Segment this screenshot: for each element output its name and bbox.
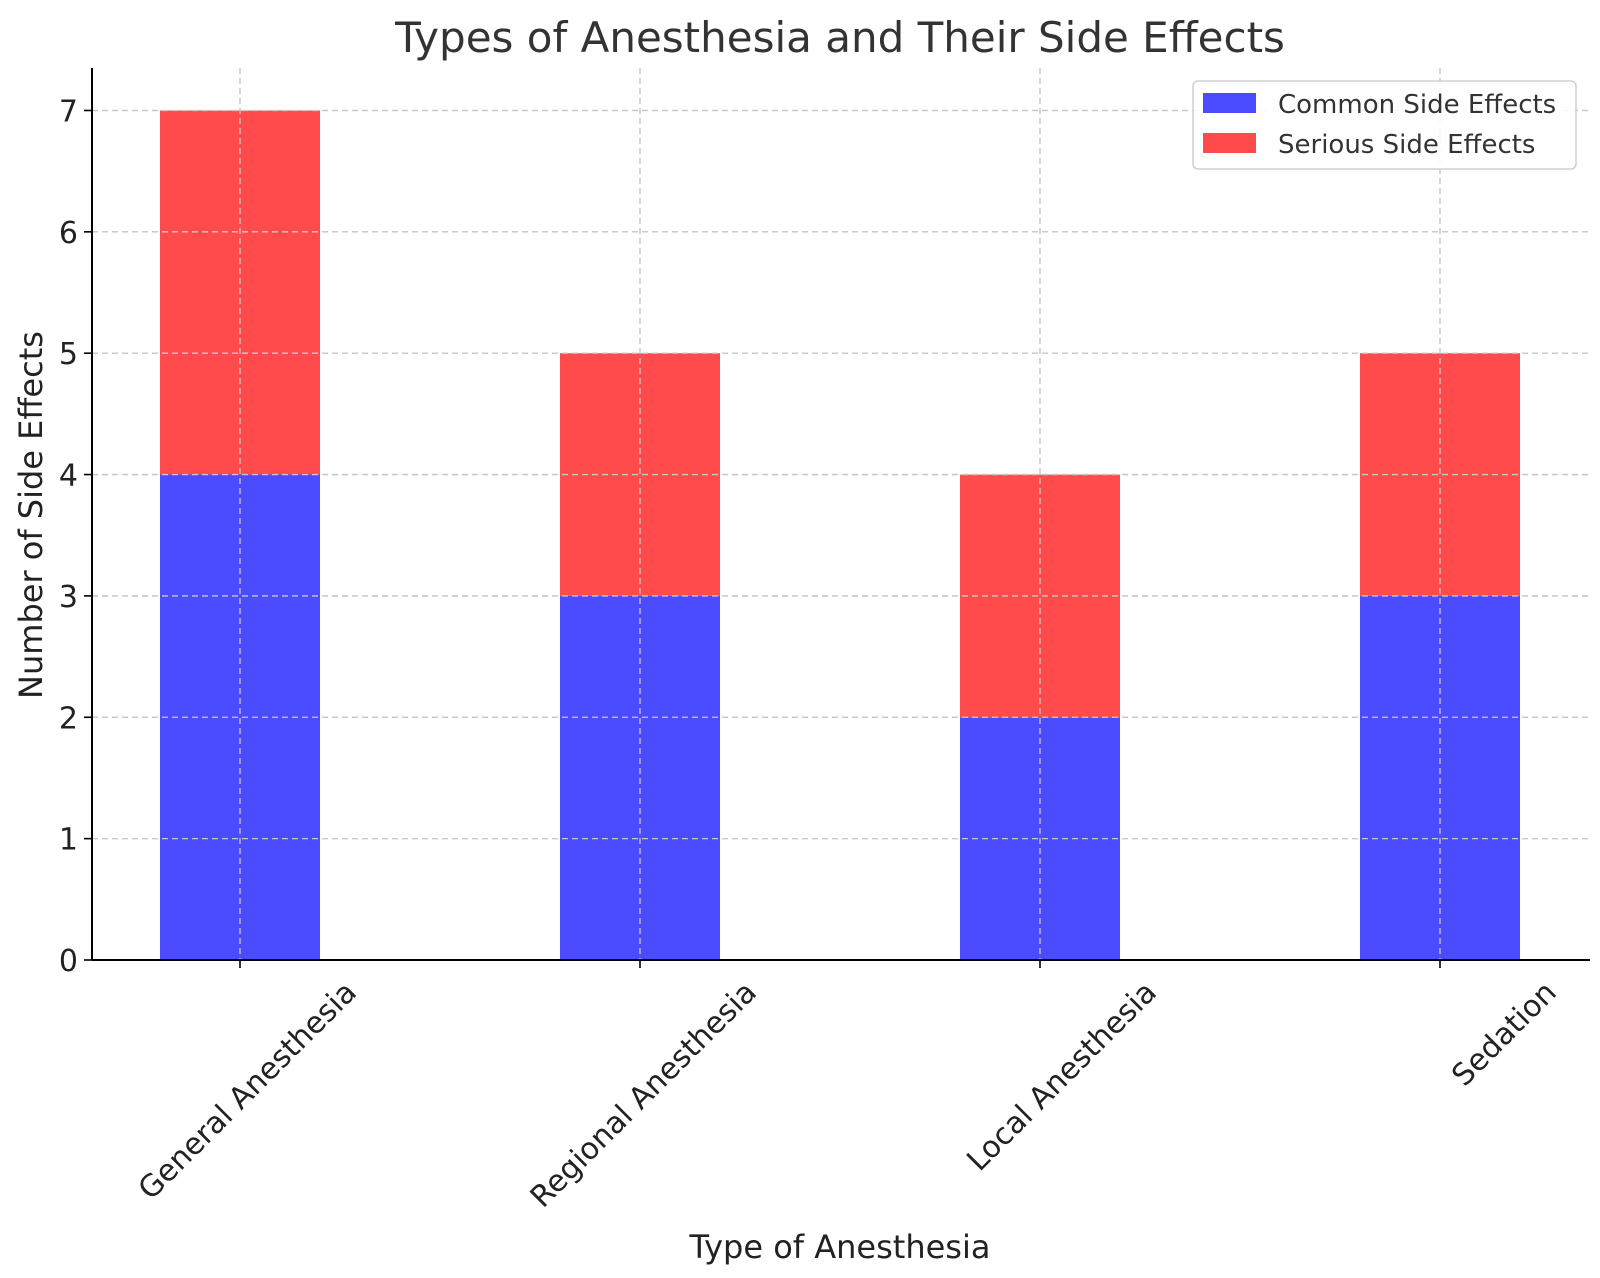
legend-frame [1192, 80, 1577, 170]
y-tick-label-2: 2 [59, 701, 78, 736]
x-tick-label-sedation: Sedation [1445, 975, 1563, 1093]
bars-layer [92, 68, 1590, 960]
x-tick-label-local-anesthesia: Local Anesthesia [960, 975, 1163, 1178]
y-tick-label-0: 0 [59, 944, 78, 979]
x-axis-title: Type of Anesthesia [689, 1228, 991, 1266]
x-tick-label-regional-anesthesia: Regional Anesthesia [524, 975, 764, 1215]
chart-title: Types of Anesthesia and Their Side Effec… [394, 13, 1285, 62]
legend-swatch-serious [1203, 133, 1256, 153]
legend-label-serious: Serious Side Effects [1278, 130, 1535, 160]
axes-layer [91, 68, 1590, 961]
x-tick-label-general-anesthesia: General Anesthesia [132, 975, 364, 1207]
y-tick-label-6: 6 [59, 216, 78, 251]
y-tick-label-4: 4 [59, 459, 78, 494]
y-tick-label-3: 3 [59, 580, 78, 615]
legend-swatch-common [1203, 93, 1256, 113]
y-tick-label-1: 1 [59, 823, 78, 858]
legend-label-common: Common Side Effects [1278, 90, 1556, 120]
y-tick-label-7: 7 [59, 94, 78, 129]
y-axis-title: Number of Side Effects [12, 331, 50, 699]
legend: Common Side Effects Serious Side Effects [1192, 80, 1577, 170]
y-tick-label-5: 5 [59, 337, 78, 372]
